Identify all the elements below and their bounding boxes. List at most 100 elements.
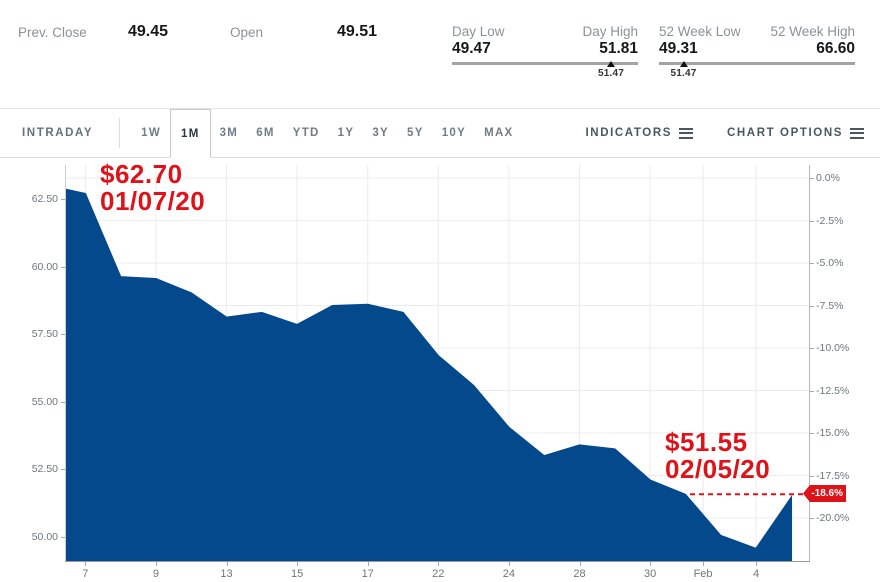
y-axis-percent-tick [810,305,814,307]
day-high-value: 51.81 [599,40,638,57]
y-axis-price-tick [61,199,65,200]
tab-ytd[interactable]: YTD [292,127,320,139]
tab-1y[interactable]: 1Y [337,127,355,139]
y-axis-percent-tick [810,518,814,519]
range-tabs: 1W 1M 3M 6M YTD 1Y 3Y 5Y 10Y MAX [132,109,522,158]
y-axis-price-label: 62.50 [31,193,58,205]
y-axis-price-tick [61,469,65,471]
chart-options-button[interactable]: CHART OPTIONS [727,109,864,157]
prev-close-value: 49.45 [128,23,169,40]
x-axis-tick [226,562,228,566]
quote-stats-bar: Prev. Close 49.45 Open 49.51 Day Low Day… [0,0,880,108]
x-axis-label: 28 [573,568,586,580]
x-axis-label: 4 [752,568,760,580]
week52-high-value: 66.60 [816,40,855,57]
x-axis-tick [703,562,705,566]
x-axis-tick [155,562,157,566]
day-range-marker: 51.47 [598,61,624,79]
x-axis-label: Feb [693,568,713,580]
y-axis-price-tick [61,537,65,538]
y-axis-percent-tick [810,475,814,477]
x-axis-label: 13 [220,568,233,580]
x-axis-label: 30 [643,568,657,580]
day-high-label: Day High [582,24,638,39]
x-axis-label: 22 [432,568,445,580]
prev-close-label: Prev. Close [18,25,87,40]
y-axis-percent-tick [810,390,814,392]
high-annotation: $62.70 01/07/20 [100,161,205,215]
tab-intraday[interactable]: INTRADAY [22,109,107,157]
indicators-button[interactable]: INDICATORS [586,109,693,157]
week52-range-marker: 51.47 [670,61,696,79]
open-label: Open [230,25,264,40]
price-area-plot[interactable] [65,165,810,562]
y-axis-percent-label: -5.0% [816,257,844,269]
tab-5y[interactable]: 5Y [407,127,424,139]
x-axis-label: 9 [152,568,159,580]
low-annotation: $51.55 02/05/20 [665,429,770,483]
x-axis-tick [756,562,757,566]
price-chart[interactable]: $62.70 01/07/20 $51.55 02/05/20 -18.6% 6… [0,158,880,582]
x-axis-label: 15 [290,568,304,580]
y-axis-percent-label: -2.5% [816,214,844,227]
tab-10y[interactable]: 10Y [441,127,467,139]
week52-low-label: 52 Week Low [659,24,741,39]
y-axis-percent-label: -20.0% [816,512,850,524]
change-percent-badge: -18.6% [803,485,846,502]
tab-3y[interactable]: 3Y [372,127,390,139]
y-axis-percent-label: -10.0% [816,342,850,354]
menu-lines-icon [679,127,693,139]
toolbar-separator [119,118,121,148]
tab-1m[interactable]: 1M [170,109,211,158]
y-axis-price-tick [61,401,65,403]
y-axis-price-label: 55.00 [31,395,58,408]
day-low-label: Day Low [452,24,505,39]
y-axis-percent-label: 0.0% [816,172,840,184]
tab-3m[interactable]: 3M [219,127,239,139]
y-axis-percent-label: -15.0% [816,427,850,439]
low-annotation-date: 02/05/20 [665,454,771,484]
tab-max[interactable]: MAX [484,127,514,139]
x-axis-tick [297,562,299,566]
y-axis-price-tick [61,266,65,268]
open-value: 49.51 [337,23,378,40]
x-axis-label: 17 [361,568,374,580]
x-axis-label: 24 [502,568,516,580]
day-low-value: 49.47 [452,40,491,57]
x-axis-tick [650,562,652,566]
x-axis-tick [438,562,440,566]
y-axis-percent-label: -17.5% [816,469,850,482]
y-axis-percent-label: -7.5% [816,299,844,312]
x-axis-label: 7 [82,568,89,580]
y-axis-price-label: 57.50 [31,328,58,341]
x-axis-tick [508,562,510,566]
chart-toolbar: INTRADAY 1W 1M 3M 6M YTD 1Y 3Y 5Y 10Y MAX INDICAT… [0,108,880,158]
week52-range-marker-value: 51.47 [670,68,697,79]
y-axis-price-tick [61,334,65,336]
price-area-series [65,188,793,562]
x-axis-tick [85,562,87,566]
low-annotation-price: $51.55 [665,427,748,457]
week52-range-track [659,62,855,65]
tab-6m[interactable]: 6M [256,127,275,139]
tab-1w[interactable]: 1W [141,127,162,139]
high-annotation-date: 01/07/20 [100,186,206,216]
y-axis-percent-label: -12.5% [816,384,850,397]
y-axis-percent-tick [810,263,814,264]
day-range-marker-value: 51.47 [598,68,625,79]
day-range-track [452,62,638,65]
week52-low-value: 49.31 [659,40,698,57]
y-axis-percent-tick [810,348,814,349]
week52-high-label: 52 Week High [770,24,855,39]
y-axis-price-label: 50.00 [31,531,58,543]
chart-options-label: CHART OPTIONS [727,127,843,139]
week52-range-widget: 52 Week Low 52 Week High 49.31 66.60 51.… [659,24,855,79]
day-range-widget: Day Low Day High 49.47 51.81 51.47 [452,24,638,79]
y-axis-percent-tick [810,433,814,434]
y-axis-price-label: 52.50 [31,463,58,476]
x-axis-tick [579,562,581,566]
menu-lines-icon [850,127,864,139]
y-axis-percent-tick [810,178,814,179]
triangle-up-icon [607,61,616,67]
